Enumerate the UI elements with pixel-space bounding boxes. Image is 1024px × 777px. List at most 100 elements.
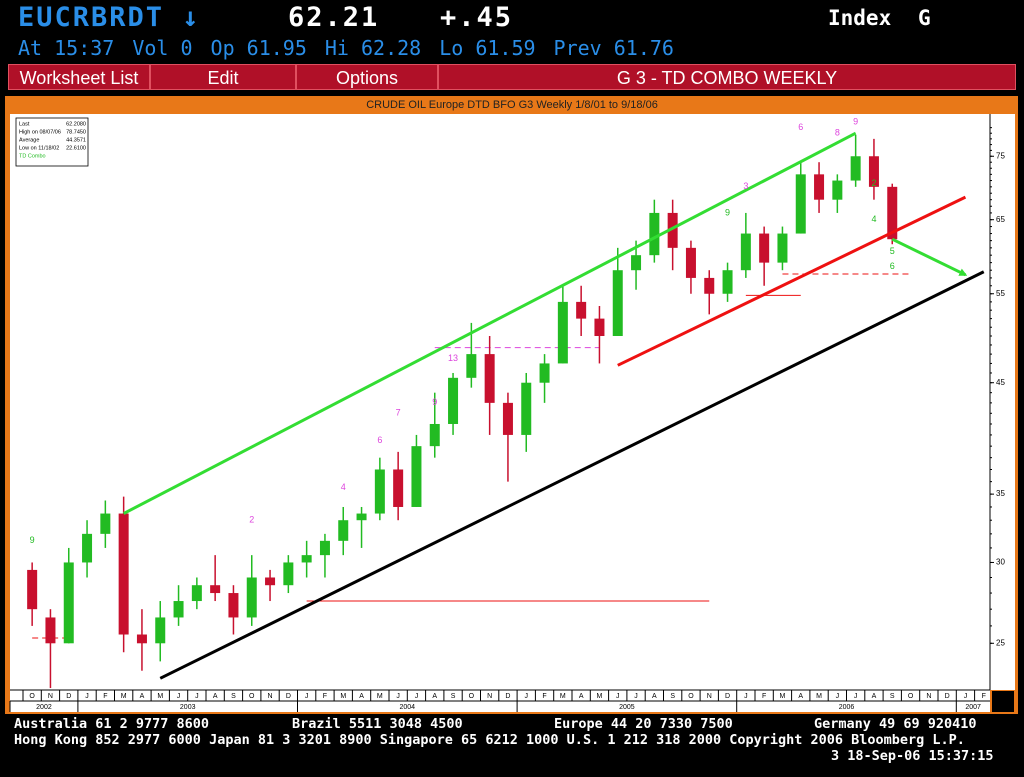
quote-field: Prev 61.76	[553, 36, 674, 60]
candle-body	[338, 520, 349, 541]
y-tick-label: 30	[996, 558, 1005, 567]
x-tick-label: J	[85, 693, 89, 700]
candle-body	[722, 270, 733, 294]
chart: CRUDE OIL Europe DTD BFO G3 Weekly 1/8/0…	[5, 96, 1018, 714]
candle-body	[136, 634, 147, 644]
x-tick-label: J	[525, 693, 529, 700]
candle-body	[265, 577, 276, 586]
footer-contact: Australia 61 2 9777 8600	[14, 716, 210, 732]
x-tick-label: F	[542, 693, 546, 700]
menu-item[interactable]: Options	[296, 64, 438, 90]
td-count: 9	[725, 207, 730, 217]
y-tick-label: 55	[996, 289, 1005, 298]
x-tick-label: A	[140, 693, 145, 700]
candle-body	[118, 513, 129, 635]
trend-line	[122, 131, 857, 515]
candle-body	[466, 354, 477, 378]
projection-arrow	[891, 237, 968, 277]
y-axis-area	[990, 114, 1015, 690]
x-tick-label: O	[249, 693, 255, 700]
x-tick-label: N	[48, 693, 53, 700]
x-tick-label: J	[396, 693, 400, 700]
candle-body	[228, 593, 239, 618]
td-count: 3	[743, 181, 748, 191]
x-tick-label: M	[816, 693, 822, 700]
x-tick-label: J	[195, 693, 199, 700]
candle-body	[649, 212, 660, 256]
stats-value: 44.3571	[66, 137, 86, 143]
td-count: 6	[377, 435, 382, 445]
x-tick-label: J	[836, 693, 840, 700]
x-tick-label: A	[579, 693, 584, 700]
footer-contact: Europe 44 20 7330 7500	[554, 716, 733, 732]
menu-item[interactable]: Worksheet List	[8, 64, 150, 90]
candle-body	[155, 617, 166, 644]
x-tick-label: A	[432, 693, 437, 700]
td-count: 2	[871, 178, 876, 188]
x-tick-label: J	[854, 693, 858, 700]
quote-field: Vol 0	[132, 36, 193, 60]
candle-body	[173, 601, 184, 618]
year-label: 2005	[619, 704, 635, 711]
y-tick-label: 65	[996, 215, 1005, 224]
x-tick-label: N	[926, 693, 931, 700]
quote-field: Op 61.95	[210, 36, 307, 60]
candle-body	[448, 377, 459, 424]
candle-body	[557, 301, 568, 364]
stats-value: 62.2080	[66, 121, 86, 127]
td-count: 7	[396, 408, 401, 418]
td-count: 8	[835, 128, 840, 138]
td-count: 5	[890, 246, 895, 256]
x-tick-label: A	[652, 693, 657, 700]
candle-body	[246, 577, 257, 618]
menu-item[interactable]: Edit	[150, 64, 296, 90]
x-tick-label: N	[268, 693, 273, 700]
screen-title: G 3 - TD COMBO WEEKLY	[438, 64, 1016, 90]
candle-body	[704, 277, 715, 294]
x-tick-label: A	[359, 693, 364, 700]
candle-body	[631, 255, 642, 271]
plot-area	[10, 114, 990, 690]
stats-label: High on 08/07/06	[19, 129, 61, 135]
candle-body	[502, 402, 513, 435]
x-tick-label: S	[451, 693, 456, 700]
x-tick-label: M	[597, 693, 603, 700]
x-tick-label: J	[964, 693, 968, 700]
market: Index	[828, 6, 892, 30]
footer-contact: Brazil 5511 3048 4500	[292, 716, 463, 732]
x-tick-label: M	[121, 693, 127, 700]
td-count: 13	[448, 353, 458, 363]
x-tick-label: S	[890, 693, 895, 700]
y-tick-label: 25	[996, 638, 1005, 647]
trend-line	[159, 270, 985, 680]
x-tick-label: A	[798, 693, 803, 700]
candle-body	[429, 423, 440, 447]
candle-body	[393, 469, 404, 507]
candle-body	[887, 186, 898, 240]
corner	[992, 691, 1014, 712]
footer-line: Australia 61 2 9777 8600 Brazil 5511 3048…	[14, 716, 1014, 732]
td-count: 6	[890, 261, 895, 271]
year-label: 2002	[36, 704, 52, 711]
td-count: 4	[341, 482, 346, 492]
year-label: 2004	[400, 704, 416, 711]
x-tick-label: M	[780, 693, 786, 700]
candle-body	[374, 469, 385, 514]
trend-line	[617, 195, 967, 367]
candle-body	[759, 233, 770, 263]
x-tick-label: F	[103, 693, 107, 700]
price: 62.21	[288, 2, 380, 33]
td-count: 9	[853, 117, 858, 127]
x-tick-label: M	[560, 693, 566, 700]
x-tick-label: D	[66, 693, 71, 700]
x-tick-label: S	[231, 693, 236, 700]
x-tick-label: F	[982, 693, 986, 700]
year-label: 2006	[839, 704, 855, 711]
y-tick-label: 45	[996, 378, 1005, 387]
x-tick-label: J	[616, 693, 620, 700]
year-label: 2003	[180, 704, 196, 711]
footer: Australia 61 2 9777 8600 Brazil 5511 3048…	[14, 716, 1014, 764]
x-tick-label: M	[157, 693, 163, 700]
quote-line: At 15:37 Vol 0 Op 61.95 Hi 62.28 Lo 61.59 Pre…	[18, 36, 692, 60]
x-tick-label: M	[340, 693, 346, 700]
